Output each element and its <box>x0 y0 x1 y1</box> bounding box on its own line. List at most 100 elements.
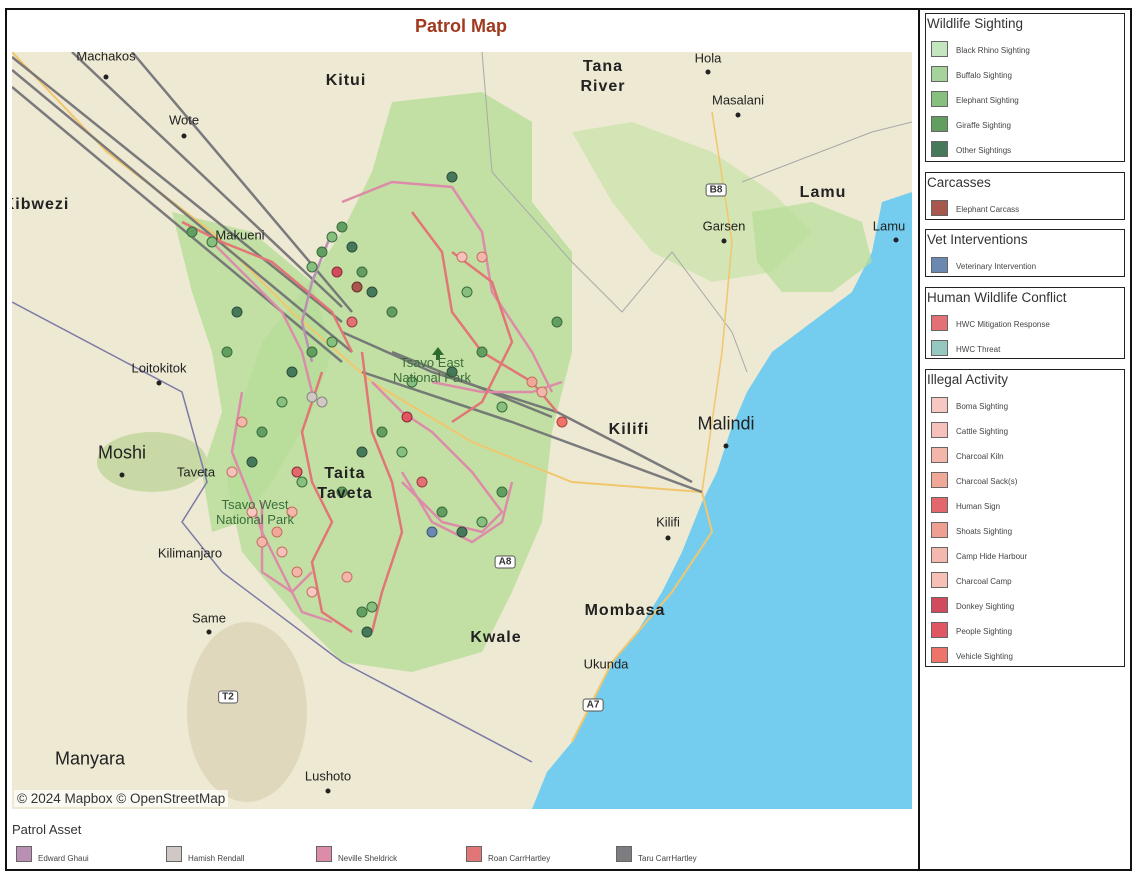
legend-wildlife-sighting: Wildlife Sighting Black Rhino Sighting B… <box>925 13 1125 162</box>
legend-label: Charcoal Camp <box>956 577 1012 586</box>
highlands-south <box>187 622 307 802</box>
legend-swatch <box>931 339 948 356</box>
legend-label: Taru CarrHartley <box>638 854 697 863</box>
legend-swatch <box>931 199 948 216</box>
tsavo-west-park <box>172 212 332 532</box>
place-label: Wote <box>168 112 200 128</box>
legend-item[interactable]: Vehicle Sighting <box>926 642 1124 667</box>
legend-item[interactable]: Taru CarrHartley <box>616 844 697 863</box>
legend-item[interactable]: Edward Ghaui <box>16 844 89 863</box>
legend-label: Elephant Carcass <box>956 205 1020 214</box>
north-road <box>701 111 733 493</box>
town-dot <box>181 133 187 139</box>
place-label: Tsavo East National Park <box>392 355 472 385</box>
legend-swatch <box>931 40 948 57</box>
legend-label: Other Sightings <box>956 146 1012 155</box>
legend-swatch <box>931 90 948 107</box>
legend-item[interactable]: Charcoal Sack(s) <box>926 467 1124 492</box>
international-border <box>12 301 533 763</box>
legend-title: Patrol Asset <box>12 822 82 837</box>
legend-label: Neville Sheldrick <box>338 854 398 863</box>
place-label: Garsen <box>702 218 746 234</box>
legend-label: Elephant Sighting <box>956 96 1019 105</box>
legend-item[interactable]: Donkey Sighting <box>926 592 1124 617</box>
legend-item[interactable]: Human Sign <box>926 492 1124 517</box>
legend-label: Charcoal Sack(s) <box>956 477 1018 486</box>
legend-swatch <box>616 845 632 862</box>
legend-item[interactable]: Cattle Sighting <box>926 417 1124 442</box>
patrol-map[interactable]: Machakos Kitui Tana River Hola Masalani … <box>12 52 912 809</box>
legend-item[interactable]: Black Rhino Sighting <box>926 36 1124 61</box>
town-dot <box>665 535 671 541</box>
legend-item[interactable]: Veterinary Intervention <box>926 252 1124 277</box>
legend-item[interactable]: HWC Mitigation Response <box>926 310 1124 335</box>
county-border <box>481 52 748 373</box>
legend-item[interactable]: Roan CarrHartley <box>466 844 550 863</box>
legend-item[interactable]: Buffalo Sighting <box>926 61 1124 86</box>
place-label: Lamu <box>872 218 906 234</box>
place-label: Lamu <box>799 184 847 201</box>
legend-swatch <box>316 845 332 862</box>
town-dot <box>721 238 727 244</box>
legend-item[interactable]: Hamish Rendall <box>166 844 244 863</box>
place-label: Lushoto <box>304 768 352 784</box>
panel-divider <box>918 8 920 871</box>
legend-swatch <box>931 256 948 273</box>
place-label: Loitokitok <box>131 360 187 376</box>
map-attribution[interactable]: © 2024 Mapbox © OpenStreetMap <box>14 790 229 807</box>
kilimanjaro-massif <box>97 432 207 492</box>
legend-label: Boma Sighting <box>956 402 1009 411</box>
place-label: Kilifi <box>608 421 650 438</box>
road-shield: A7 <box>582 698 604 712</box>
legend-label: Cattle Sighting <box>956 427 1009 436</box>
road-shield: A8 <box>494 555 516 569</box>
legend-title: Vet Interventions <box>927 232 1028 247</box>
legend-swatch <box>931 496 948 513</box>
legend-label: Roan CarrHartley <box>488 854 551 863</box>
legend-item[interactable]: Elephant Carcass <box>926 195 1124 220</box>
legend-swatch <box>931 421 948 438</box>
page-title: Patrol Map <box>414 16 507 36</box>
sighting-points[interactable] <box>186 171 568 638</box>
legend-item[interactable]: Camp Hide Harbour <box>926 542 1124 567</box>
place-label: Taita Taveta <box>317 465 373 502</box>
place-label: Kilimanjaro <box>157 545 223 561</box>
legend-item[interactable]: People Sighting <box>926 617 1124 642</box>
legend-item[interactable]: Shoats Sighting <box>926 517 1124 542</box>
legend-swatch <box>931 571 948 588</box>
dashboard-frame <box>5 8 1132 871</box>
legend-label: HWC Mitigation Response <box>956 320 1050 329</box>
town-dot <box>325 788 331 794</box>
legend-label: Camp Hide Harbour <box>956 552 1028 561</box>
legend-item[interactable]: Other Sightings <box>926 136 1124 161</box>
legend-swatch <box>931 140 948 157</box>
place-label: Malindi <box>697 413 755 434</box>
legend-item[interactable]: Neville Sheldrick <box>316 844 397 863</box>
legend-swatch <box>931 446 948 463</box>
legend-swatch <box>931 546 948 563</box>
legend-item[interactable]: Charcoal Camp <box>926 567 1124 592</box>
legend-label: Shoats Sighting <box>956 527 1013 536</box>
legend-swatch <box>931 115 948 132</box>
legend-label: Giraffe Sighting <box>956 121 1011 130</box>
legend-label: Black Rhino Sighting <box>956 46 1030 55</box>
place-label: Tsavo West National Park <box>215 497 295 527</box>
park-tree-icon <box>432 347 444 360</box>
legend-human-wildlife-conflict: Human Wildlife Conflict HWC Mitigation R… <box>925 287 1125 359</box>
legend-label: Human Sign <box>956 502 1001 511</box>
legend-item[interactable]: Charcoal Kiln <box>926 442 1124 467</box>
place-label: Moshi <box>97 442 147 463</box>
legend-item[interactable]: HWC Threat <box>926 335 1124 360</box>
map-canvas[interactable] <box>12 52 912 809</box>
legend-swatch <box>931 471 948 488</box>
place-label: Ukunda <box>583 656 629 672</box>
place-label: Hola <box>694 52 722 66</box>
place-label: Kwale <box>470 629 522 646</box>
legend-label: Edward Ghaui <box>38 854 89 863</box>
legend-item[interactable]: Boma Sighting <box>926 392 1124 417</box>
place-label: Kibwezi <box>12 196 70 213</box>
legend-label: Hamish Rendall <box>188 854 245 863</box>
place-label: Masalani <box>711 92 765 108</box>
legend-item[interactable]: Elephant Sighting <box>926 86 1124 111</box>
legend-item[interactable]: Giraffe Sighting <box>926 111 1124 136</box>
